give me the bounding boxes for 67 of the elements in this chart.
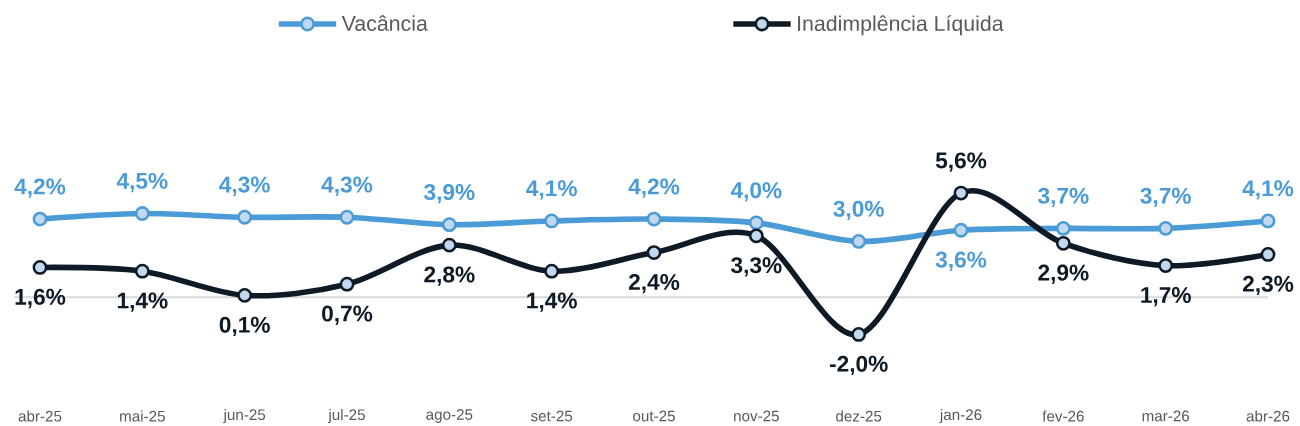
point <box>441 217 457 233</box>
data-label: 4,2% <box>14 178 66 198</box>
data-label: -2,0% <box>829 355 888 376</box>
x-tick-label: mar-26 <box>1142 410 1190 422</box>
point <box>953 185 969 201</box>
data-label: 4,0% <box>730 182 782 202</box>
point <box>1158 220 1174 236</box>
data-label: 4,5% <box>116 172 168 193</box>
data-label: 2,9% <box>1038 264 1089 284</box>
point <box>339 276 355 292</box>
data-label: 4,1% <box>526 180 577 200</box>
data-label: 0,1% <box>219 316 270 337</box>
point <box>134 206 150 221</box>
point <box>544 263 560 279</box>
data-label: 4,1% <box>1242 180 1294 200</box>
x-tick-label: abr-25 <box>18 410 62 422</box>
data-label: 0,7% <box>322 305 373 325</box>
x-tick-label: abr-26 <box>1246 410 1290 422</box>
data-label: 1,4% <box>527 292 577 312</box>
x-tick-label: dez-25 <box>836 410 882 422</box>
point <box>32 260 48 275</box>
point <box>544 213 560 229</box>
legend-label: Inadimplência Líquida <box>798 15 1004 36</box>
point <box>237 209 253 225</box>
legend-label: Vacância <box>341 15 428 31</box>
x-tick-label: set-25 <box>530 410 573 422</box>
point <box>32 211 48 227</box>
x-tick-label: fev-26 <box>1042 410 1084 422</box>
point <box>1260 247 1276 262</box>
data-label: 2,3% <box>1242 275 1294 296</box>
point <box>1055 235 1071 251</box>
point <box>851 234 867 249</box>
point <box>134 263 150 279</box>
point <box>1260 213 1276 229</box>
point <box>339 209 355 225</box>
x-tick-label: ago-25 <box>426 409 473 423</box>
point <box>953 222 969 238</box>
point <box>237 287 253 303</box>
data-label: 1,6% <box>15 288 66 309</box>
data-label: 3,0% <box>833 200 884 221</box>
point <box>646 211 662 227</box>
data-label: 5,6% <box>935 152 987 172</box>
x-tick-label: mai-25 <box>120 410 165 422</box>
data-label: 3,6% <box>935 251 987 271</box>
x-tick-label: jan-26 <box>939 408 982 424</box>
x-tick-label: out-25 <box>633 410 675 422</box>
point <box>1158 258 1174 274</box>
data-label: 3,3% <box>731 257 782 277</box>
data-label: 4,2% <box>628 178 680 198</box>
point <box>1055 220 1071 236</box>
x-tick-label: jul-25 <box>328 408 365 424</box>
data-label: 2,4% <box>628 273 680 294</box>
data-label: 4,3% <box>321 176 373 196</box>
point <box>441 237 457 253</box>
x-tick-label: jun-25 <box>223 408 266 424</box>
point <box>851 327 867 342</box>
data-label: 3,7% <box>1038 187 1089 208</box>
data-label: 2,8% <box>424 266 475 286</box>
data-label: 1,7% <box>1141 286 1191 307</box>
data-label: 3,7% <box>1140 187 1191 208</box>
point <box>748 228 764 244</box>
x-tick-label: nov-25 <box>734 410 779 422</box>
data-label: 4,3% <box>219 176 270 196</box>
point <box>748 215 764 231</box>
data-label: 1,4% <box>117 292 168 312</box>
point <box>646 245 662 260</box>
data-label: 3,9% <box>424 184 475 204</box>
